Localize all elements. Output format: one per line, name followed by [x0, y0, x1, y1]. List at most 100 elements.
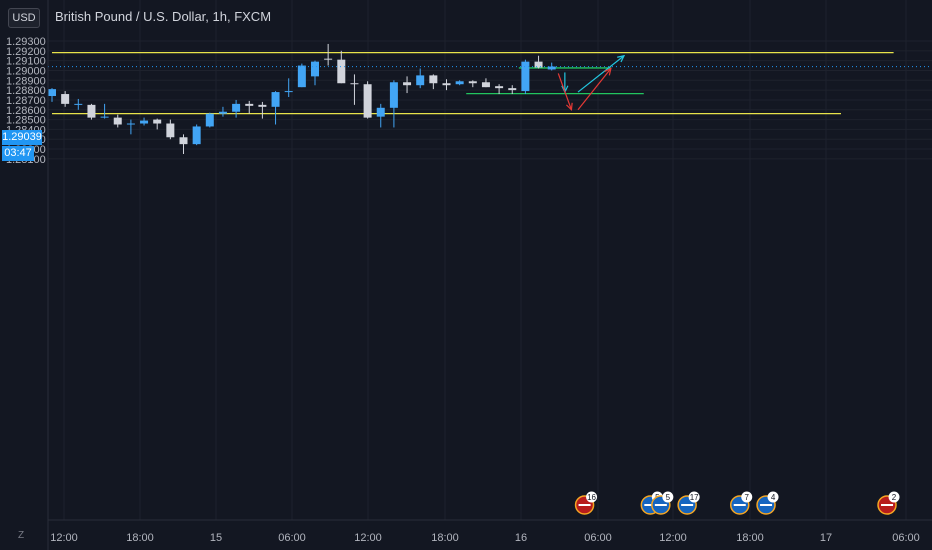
time-tick-label: 06:00 [584, 532, 612, 544]
candle-body [337, 59, 346, 84]
event-count: 2 [892, 493, 897, 502]
candle-body [258, 104, 267, 107]
flag-stripe-icon [881, 504, 894, 506]
price-tick-label: 1.28800 [6, 85, 46, 97]
price-tick-label: 1.28500 [6, 115, 46, 127]
candle-body [297, 65, 306, 88]
candle-body [245, 103, 254, 106]
flag-stripe-icon [760, 504, 773, 506]
candle-body [232, 103, 241, 112]
candle-body [389, 82, 398, 108]
candle-body [403, 82, 412, 86]
candle-body [442, 83, 451, 86]
event-count-badge [767, 491, 779, 503]
flag-stripe-icon [733, 504, 746, 506]
price-tick-label: 1.29300 [6, 36, 46, 48]
candle-body [311, 61, 319, 77]
candle-body [153, 119, 162, 124]
candle-body [140, 120, 149, 124]
event-count: 7 [745, 493, 750, 502]
candle-body [61, 94, 70, 104]
event-count: 16 [587, 493, 596, 502]
candle-body [192, 126, 201, 145]
flag-stripe-icon [681, 504, 694, 506]
arrow-head [565, 102, 573, 112]
candle-body [508, 88, 517, 91]
candle-body [100, 116, 109, 118]
price-tick-label: 1.28700 [6, 95, 46, 107]
candle-body [87, 104, 96, 118]
flag-stripe-icon [654, 504, 667, 506]
candle-body [350, 83, 359, 85]
price-tick-label: 1.29200 [6, 46, 46, 58]
event-count: 4 [771, 493, 776, 502]
arrow-line [557, 73, 572, 110]
time-tick-label: 12:00 [354, 532, 382, 544]
price-tick-label: 1.29100 [6, 56, 46, 68]
price-tick-label: 1.28900 [6, 75, 46, 87]
horizontal-lines [52, 51, 894, 115]
event-count-badge [662, 491, 674, 503]
flag-stripe-icon [644, 504, 657, 506]
timezone-z-icon[interactable]: Z [18, 530, 25, 541]
price-axis: 1.293001.292001.291001.290001.289001.288… [6, 0, 49, 550]
event-marker[interactable]: 5 [651, 491, 674, 515]
candle-body [481, 82, 490, 88]
candle-body [416, 75, 425, 86]
price-tick-label: 1.29000 [6, 65, 46, 77]
candle-body [284, 91, 293, 93]
time-tick-label: 17 [820, 532, 832, 544]
candle-body [113, 117, 122, 125]
time-tick-label: 06:00 [278, 532, 306, 544]
candles [48, 43, 556, 154]
candle-body [429, 75, 438, 84]
time-tick-label: 12:00 [50, 532, 78, 544]
arrows [557, 54, 626, 112]
event-count-badge [741, 491, 753, 503]
candle-body [205, 113, 214, 127]
flag-stripe-icon [578, 504, 591, 506]
current-price-tag: 1.29039 [2, 130, 42, 145]
candle-body [218, 111, 227, 114]
time-tick-label: 18:00 [736, 532, 764, 544]
candle-body [166, 123, 175, 138]
candle-body [179, 137, 188, 145]
time-tick-label: 15 [210, 532, 222, 544]
candle-body [48, 89, 56, 97]
candle-body [126, 123, 135, 125]
event-marker[interactable]: 16 [574, 491, 598, 515]
arrow-line [577, 68, 612, 111]
candle-body [271, 92, 280, 107]
event-marker[interactable]: 17 [677, 491, 700, 515]
candle-body [547, 66, 556, 70]
grid [48, 0, 932, 520]
event-count-badge [688, 491, 700, 503]
event-marker[interactable]: 2 [877, 491, 900, 515]
candle-body [363, 84, 372, 118]
candle-body [324, 58, 333, 60]
candle-body [455, 81, 464, 85]
time-tick-label: 06:00 [892, 532, 920, 544]
time-tick-label: 18:00 [431, 532, 459, 544]
candle-body [74, 103, 83, 105]
event-marker[interactable]: 7 [729, 491, 753, 515]
time-tick-label: 18:00 [126, 532, 154, 544]
arrow-line [577, 55, 625, 93]
candle-body [534, 61, 543, 68]
time-axis: 12:00 18:00 15 06:00 12:00 18:00 16 06:00 12:00 1… [48, 519, 932, 544]
symbol-title: British Pound / U.S. Dollar, 1h, FXCM [55, 9, 272, 24]
candle-body [468, 81, 477, 84]
currency-button[interactable]: USD [8, 8, 40, 28]
price-tick-label: 1.28600 [6, 105, 46, 117]
candle-countdown: 03:47 [2, 146, 34, 161]
event-count: 17 [690, 493, 699, 502]
event-marker[interactable]: 4 [756, 491, 779, 515]
arrow-head [617, 54, 626, 63]
event-markers: 1655177427 [574, 491, 900, 515]
event-count-badge [586, 491, 598, 503]
candle-body [376, 107, 385, 117]
time-tick-label: 12:00 [659, 532, 687, 544]
event-count-badge [888, 491, 900, 503]
candle-body [495, 86, 504, 89]
